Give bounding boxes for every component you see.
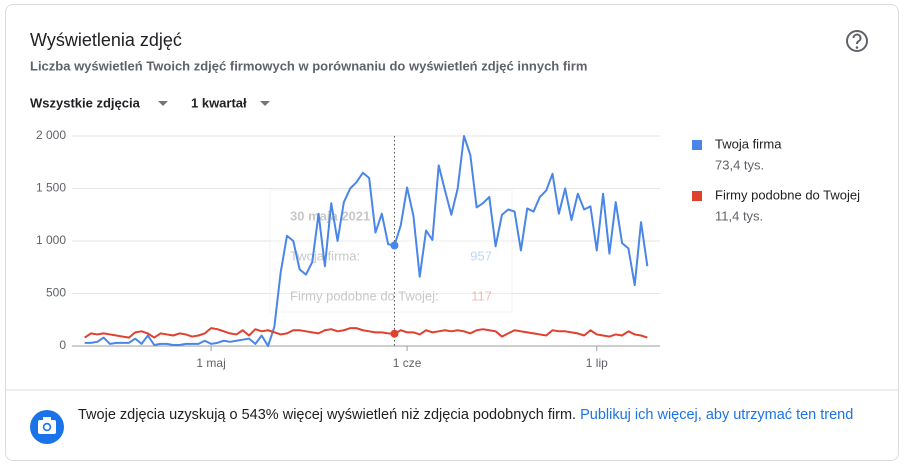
footer-link[interactable]: Publikuj ich więcej, aby utrzymać ten tr… [580, 407, 854, 423]
card [5, 4, 899, 461]
x-tick-label: 1 cze [393, 356, 422, 370]
tooltip-value: 117 [471, 288, 492, 303]
x-tick-label: 1 maj [196, 356, 225, 370]
legend-item: Twoja firma 73,4 tys. [692, 136, 782, 172]
camera-icon [30, 410, 64, 444]
filter-dropdown[interactable]: Wszystkie zdjęcia [30, 95, 168, 110]
x-tick-label: 1 lip [586, 356, 608, 370]
y-tick-label: 0 [59, 338, 66, 352]
tooltip-value: 957 [470, 248, 492, 263]
hover-point [390, 329, 399, 338]
legend-swatch [692, 191, 702, 201]
filter-label: 1 kwartał [191, 95, 247, 110]
series-line [84, 135, 649, 347]
legend-label: Twoja firma [715, 136, 782, 151]
legend-label: Firmy podobne do Twojej [715, 187, 860, 202]
legend-total: 11,4 tys. [715, 208, 763, 223]
card-subtitle: Liczba wyświetleń Twoich zdjęć firmowych… [30, 58, 587, 73]
footer-message: Twoje zdjęcia uzyskują o 543% więcej wyś… [78, 403, 878, 428]
tooltip-box [269, 189, 513, 313]
y-tick-label: 1 500 [36, 181, 66, 195]
card-title: Wyświetlenia zdjęć [30, 30, 182, 50]
filter-label: Wszystkie zdjęcia [30, 95, 141, 110]
y-tick-label: 2 000 [36, 128, 66, 142]
y-tick-label: 1 000 [36, 233, 66, 247]
help-icon[interactable] [846, 30, 868, 52]
legend-total: 73,4 tys. [715, 157, 764, 172]
footer-text: Twoje zdjęcia uzyskują o 543% więcej wyś… [78, 407, 577, 423]
y-tick-label: 500 [46, 286, 66, 300]
hover-point [390, 241, 399, 250]
legend-item: Firmy podobne do Twojej 11,4 tys. [692, 187, 860, 223]
filter-dropdown[interactable]: 1 kwartał [191, 95, 270, 110]
series-line [84, 327, 648, 339]
tooltip-label: Firmy podobne do Twojej: [290, 288, 439, 303]
legend-swatch [692, 140, 702, 150]
